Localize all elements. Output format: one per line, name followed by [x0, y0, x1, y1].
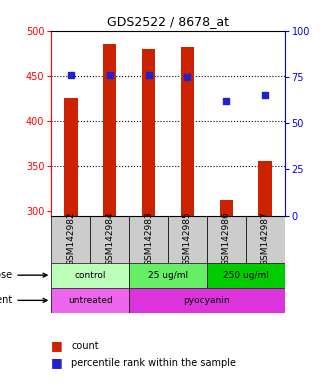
- Text: GSM142982: GSM142982: [66, 212, 75, 266]
- Point: [146, 72, 151, 78]
- FancyBboxPatch shape: [129, 288, 285, 313]
- FancyBboxPatch shape: [168, 215, 207, 263]
- FancyBboxPatch shape: [51, 288, 129, 313]
- FancyBboxPatch shape: [207, 263, 285, 288]
- Bar: [103, 44, 117, 215]
- Text: pyocyanin: pyocyanin: [184, 296, 230, 305]
- FancyBboxPatch shape: [207, 215, 246, 263]
- Text: GSM142986: GSM142986: [222, 212, 231, 266]
- Text: ■: ■: [51, 356, 63, 369]
- Point: [262, 92, 268, 98]
- Text: control: control: [74, 271, 106, 280]
- Point: [68, 72, 73, 78]
- Text: ■: ■: [51, 339, 63, 352]
- Text: percentile rank within the sample: percentile rank within the sample: [71, 358, 236, 368]
- Text: dose: dose: [0, 270, 47, 280]
- Text: agent: agent: [0, 295, 47, 305]
- Point: [107, 72, 112, 78]
- FancyBboxPatch shape: [51, 215, 90, 263]
- Text: count: count: [71, 341, 99, 351]
- FancyBboxPatch shape: [129, 215, 168, 263]
- Text: 25 ug/ml: 25 ug/ml: [148, 271, 188, 280]
- FancyBboxPatch shape: [246, 215, 285, 263]
- FancyBboxPatch shape: [129, 263, 207, 288]
- Text: GSM142987: GSM142987: [261, 212, 270, 266]
- Text: untreated: untreated: [68, 296, 113, 305]
- Text: 250 ug/ml: 250 ug/ml: [223, 271, 269, 280]
- Title: GDS2522 / 8678_at: GDS2522 / 8678_at: [107, 15, 229, 28]
- Text: GSM142983: GSM142983: [144, 212, 153, 266]
- Bar: [181, 47, 194, 215]
- Point: [185, 74, 190, 80]
- Bar: [219, 200, 233, 215]
- Point: [224, 98, 229, 104]
- FancyBboxPatch shape: [90, 215, 129, 263]
- Bar: [259, 161, 272, 215]
- Bar: [142, 49, 155, 215]
- Text: GSM142984: GSM142984: [105, 212, 114, 266]
- Bar: [64, 98, 77, 215]
- Text: GSM142985: GSM142985: [183, 212, 192, 266]
- FancyBboxPatch shape: [51, 263, 129, 288]
